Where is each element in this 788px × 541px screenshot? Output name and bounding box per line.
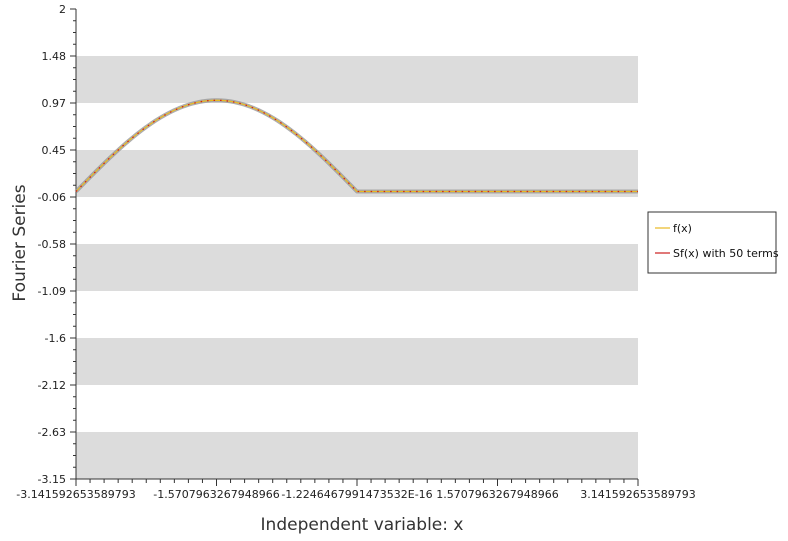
x-tick-label: -1.5707963267948966 (153, 488, 279, 501)
legend-label-f: f(x) (673, 222, 692, 235)
y-tick-label: 0.45 (42, 144, 67, 157)
grid-band (76, 56, 638, 103)
y-tick-label: -1.6 (45, 332, 66, 345)
series-layer (74, 98, 638, 194)
y-tick-label: 0.97 (42, 97, 67, 110)
y-axis-title: Fourier Series (10, 184, 30, 301)
x-tick-label: -1.2246467991473532E-16 (281, 488, 432, 501)
x-tick-label: 3.141592653589793 (580, 488, 695, 501)
legend-label-sf: Sf(x) with 50 terms (673, 247, 779, 260)
grid-band (76, 244, 638, 291)
x-tick-label: -3.141592653589793 (16, 488, 135, 501)
grid-band (76, 432, 638, 479)
axes: 2 1.48 0.97 0.45 -0.06 -0.58 -1.09 -1.6 -2.12 -2.… (16, 3, 695, 501)
y-tick-label: -0.58 (38, 238, 66, 251)
legend-box (647, 211, 777, 274)
grid-band (76, 338, 638, 385)
y-tick-label: -1.09 (38, 285, 66, 298)
series-f-line (75, 99, 638, 193)
y-tick-label: -2.12 (38, 379, 66, 392)
y-tick-label: 2 (59, 3, 66, 16)
legend: f(x) Sf(x) with 50 terms (647, 211, 779, 274)
y-tick-label: -0.06 (38, 191, 66, 204)
y-tick-label: -2.63 (38, 426, 66, 439)
x-axis-title: Independent variable: x (261, 515, 464, 535)
y-tick-label: -3.15 (38, 473, 66, 486)
grid-bands (76, 56, 638, 479)
x-tick-label: 1.5707963267948966 (436, 488, 558, 501)
y-tick-label: 1.48 (42, 50, 67, 63)
